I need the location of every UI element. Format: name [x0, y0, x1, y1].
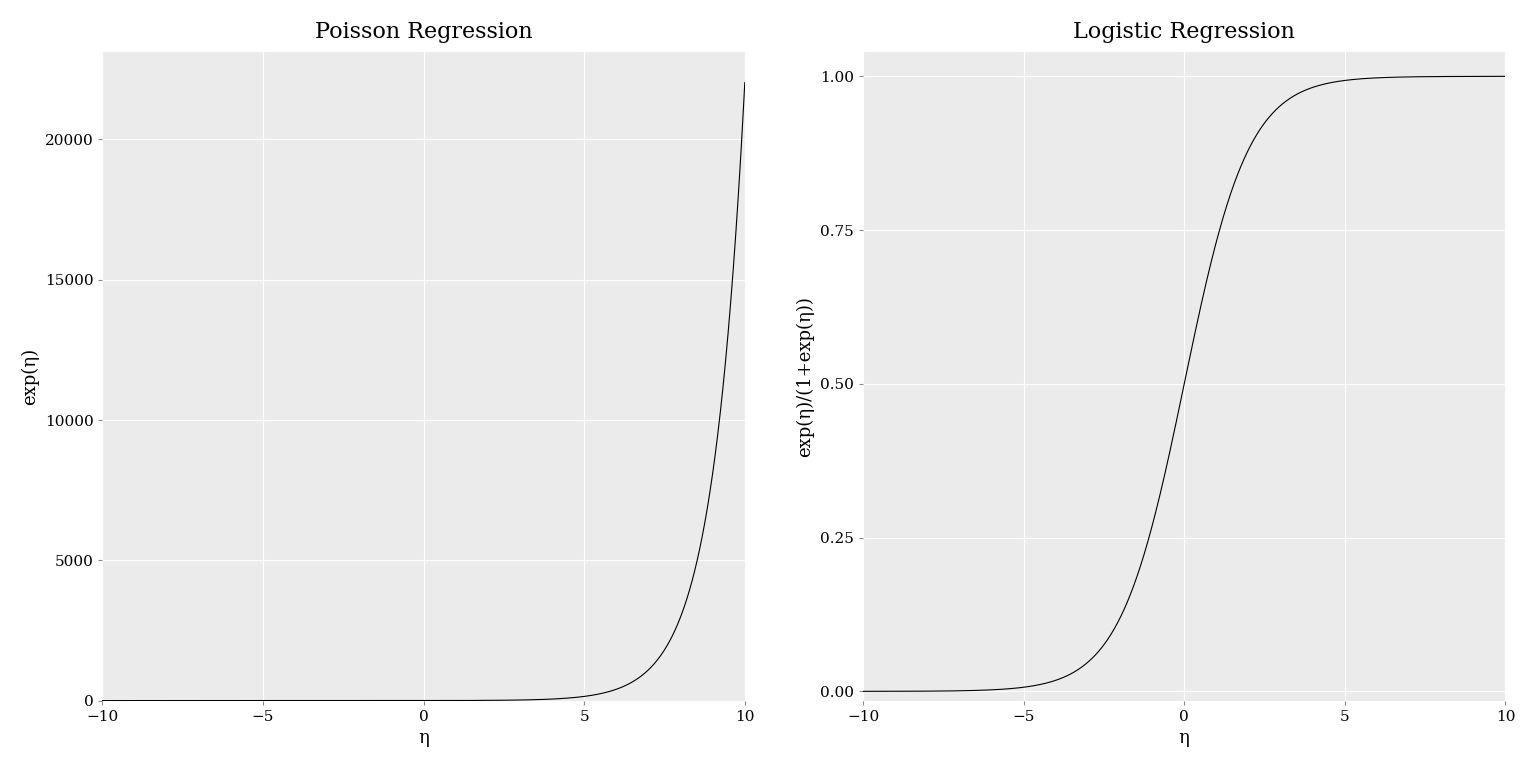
Y-axis label: exp(η)/(1+exp(η)): exp(η)/(1+exp(η)): [796, 296, 814, 457]
Title: Logistic Regression: Logistic Regression: [1074, 21, 1295, 43]
Title: Poisson Regression: Poisson Regression: [315, 21, 533, 43]
X-axis label: η: η: [1178, 729, 1190, 747]
Y-axis label: exp(η): exp(η): [22, 348, 38, 405]
X-axis label: η: η: [418, 729, 429, 747]
